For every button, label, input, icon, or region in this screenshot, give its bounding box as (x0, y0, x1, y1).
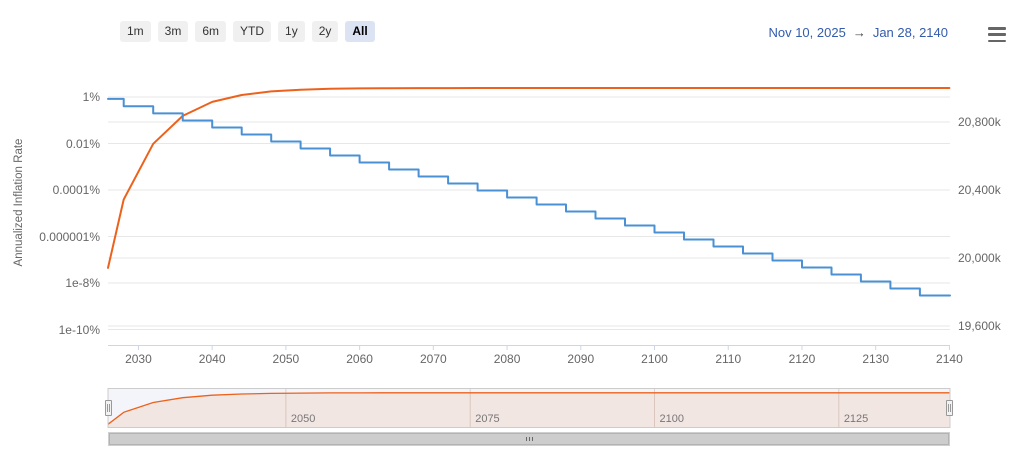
navigator-x-label: 2075 (475, 412, 500, 425)
scrollbar-track[interactable] (108, 432, 950, 446)
date-range: Nov 10, 2025 → Jan 28, 2140 (768, 25, 948, 40)
y-axis-left-tick-label: 1% (82, 90, 100, 104)
y-axis-right-tick-label: 20,400k (958, 183, 1001, 197)
x-axis-tick-label: 2070 (419, 352, 447, 366)
navigator-x-label: 2125 (843, 412, 869, 425)
date-from-input[interactable]: Nov 10, 2025 (768, 25, 846, 40)
plot-area[interactable] (108, 60, 950, 345)
supply-series-line (107, 87, 951, 269)
range-button-ytd[interactable]: YTD (233, 21, 272, 42)
x-axis-tick-label: 2110 (715, 352, 742, 366)
range-button-1y[interactable]: 1y (278, 21, 305, 42)
x-axis-tick-label: 2040 (198, 352, 226, 366)
x-axis-tick-label: 2100 (641, 352, 668, 366)
y-axis-left-tick-label: 1e-10% (58, 322, 100, 337)
menu-bar (988, 39, 1006, 42)
y-axis-right-tick-label: 20,000k (958, 251, 1001, 265)
x-axis-tick-label: 2090 (567, 352, 595, 366)
inflation-series-line (107, 97, 951, 297)
navigator-handle-left[interactable] (105, 400, 112, 416)
navigator-handle-right[interactable] (946, 400, 953, 416)
navigator[interactable] (108, 388, 950, 428)
date-to-input[interactable]: Jan 28, 2140 (872, 25, 948, 40)
x-axis-tick-label: 2130 (862, 352, 890, 366)
range-selector: 1m 3m 6m YTD 1y 2y All (120, 21, 375, 42)
y-axis-left-tick-label: 0.0001% (52, 183, 100, 197)
y-axis-right-tick-label: 20,800k (958, 115, 1001, 129)
range-button-6m[interactable]: 6m (195, 21, 227, 42)
x-axis-tick-label: 2060 (346, 352, 373, 366)
range-button-1m[interactable]: 1m (120, 21, 151, 42)
axes (108, 345, 950, 350)
scrollbar-grip-icon (529, 437, 530, 441)
x-axis-tick-label: 2120 (788, 352, 816, 366)
y-axis-left-tick-label: 0.000001% (39, 229, 100, 244)
range-button-all[interactable]: All (345, 21, 375, 42)
navigator-x-label: 2050 (290, 412, 316, 425)
navigator-x-label: 2100 (659, 412, 684, 425)
y-axis-left-tick-label: 1e-8% (65, 276, 100, 290)
x-axis-tick-label: 2140 (936, 352, 963, 366)
range-button-2y[interactable]: 2y (311, 21, 339, 42)
navigator-mask (108, 388, 950, 428)
navigator-area-fill (108, 392, 950, 428)
x-axis-tick-label: 2080 (493, 352, 521, 366)
x-axis-tick-label: 2050 (272, 352, 300, 366)
menu-bar (988, 27, 1006, 30)
navigator-series-line (107, 392, 950, 425)
y-axis-left-tick-label: 0.01% (65, 136, 100, 151)
menu-bar (988, 33, 1006, 36)
gridlines (108, 96, 950, 330)
date-range-arrow-icon: → (852, 25, 866, 40)
x-axis-tick-label: 2030 (125, 352, 152, 366)
scrollbar-thumb[interactable] (109, 433, 949, 445)
range-button-3m[interactable]: 3m (157, 21, 189, 42)
y-axis-right-tick-label: 19,600k (958, 319, 1001, 333)
navigator-chart (107, 388, 951, 428)
hamburger-menu-icon[interactable] (988, 27, 1008, 42)
